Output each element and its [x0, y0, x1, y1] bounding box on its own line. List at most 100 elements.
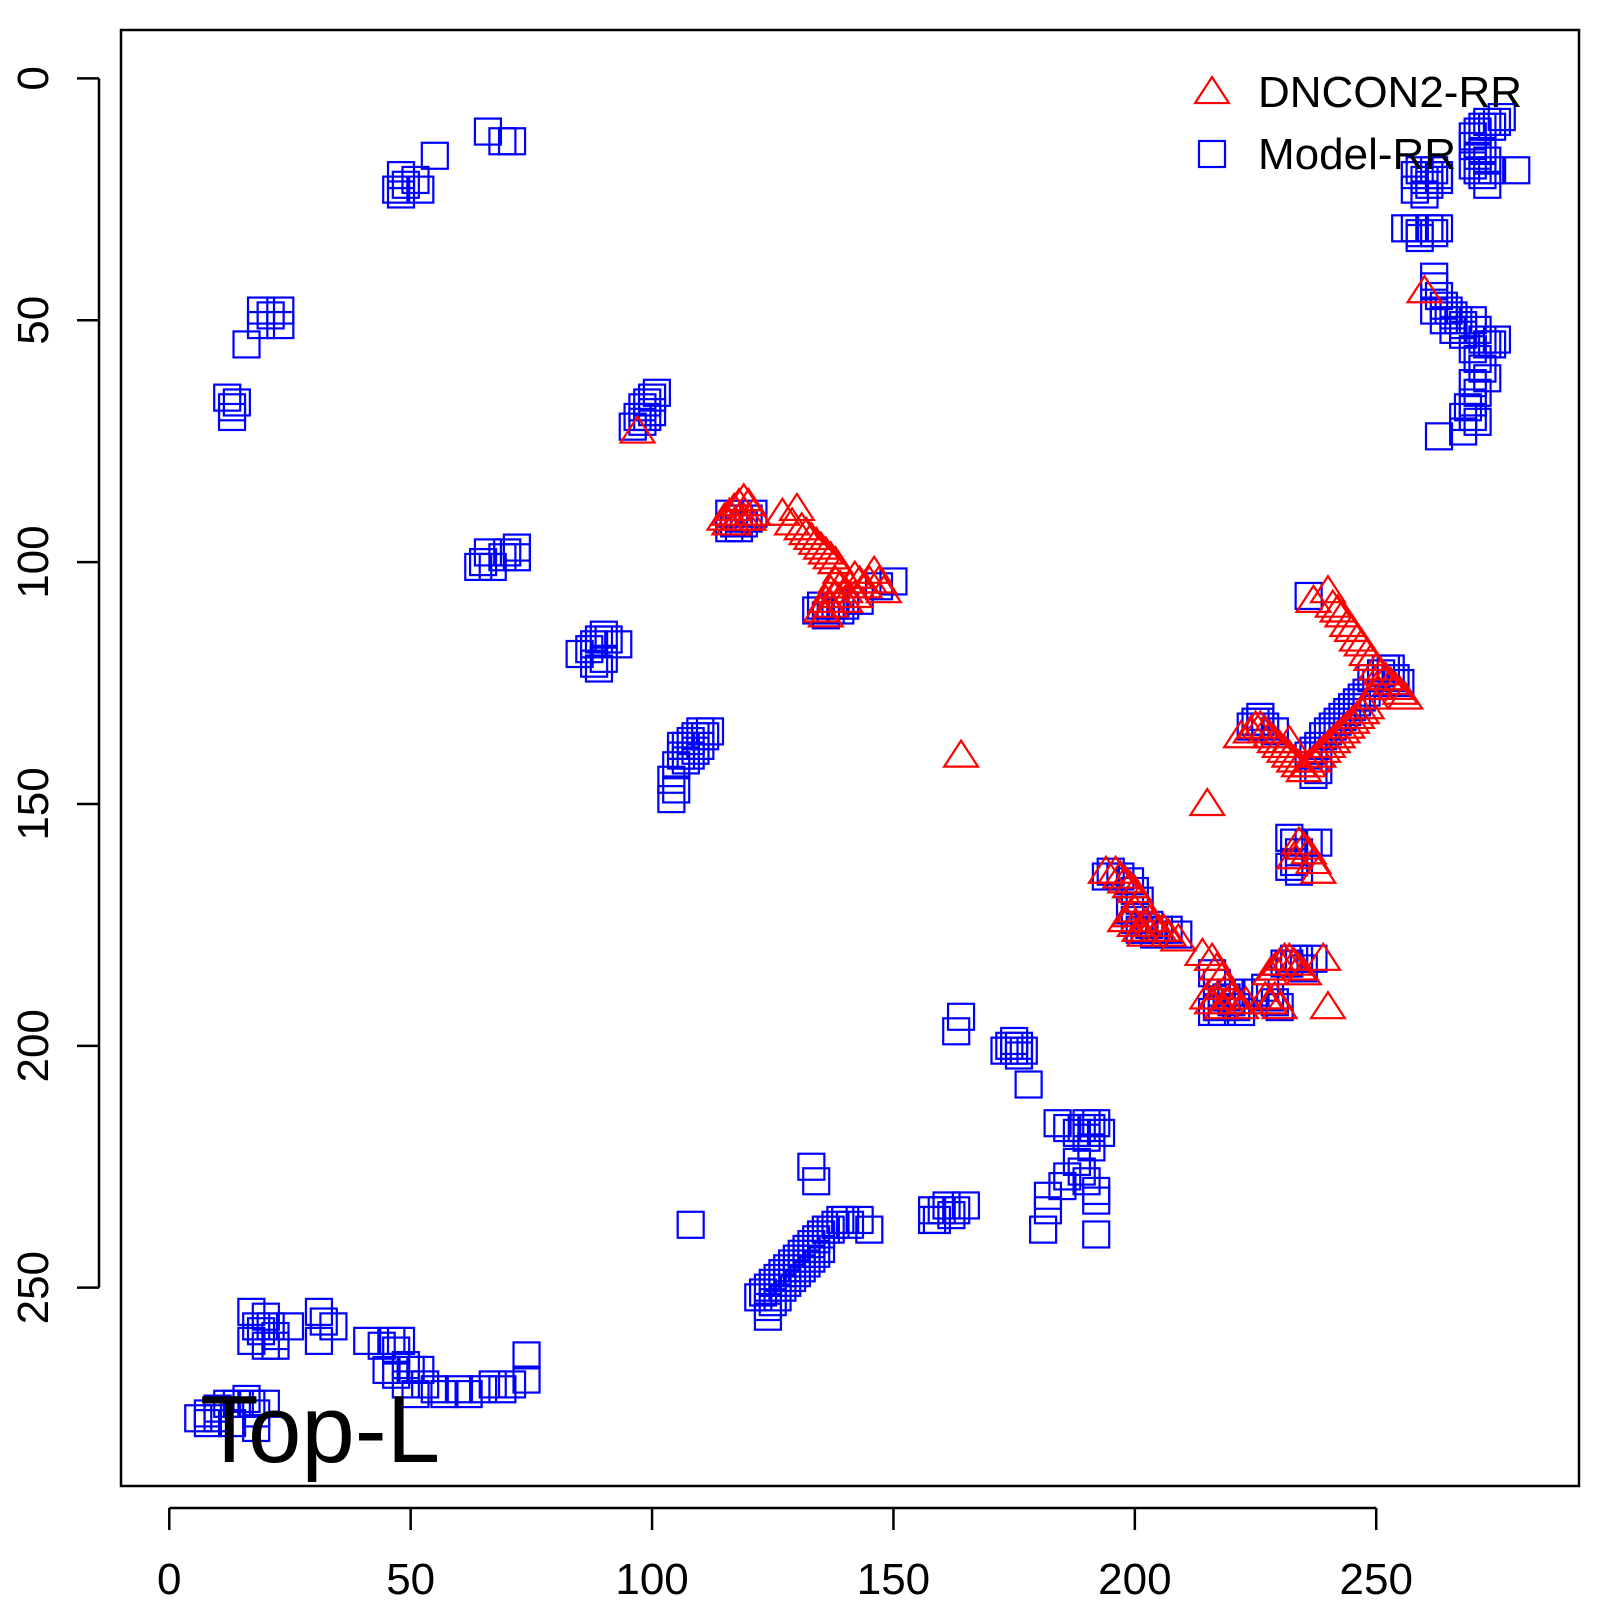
- legend-marker-dncon2-rr: [1193, 75, 1231, 105]
- model-rr-point: [1473, 170, 1502, 199]
- model-rr-point: [1463, 117, 1492, 146]
- model-rr-point: [806, 1220, 836, 1249]
- model-rr-point: [386, 180, 416, 209]
- dncon2-rr-point: [826, 583, 865, 613]
- model-rr-point: [782, 1259, 811, 1288]
- model-rr-point: [1029, 1215, 1058, 1244]
- x-tick-label: 200: [1098, 1555, 1171, 1600]
- dncon2-rr-point: [1328, 608, 1367, 638]
- model-rr-point: [580, 649, 609, 678]
- x-axis: 0 50 100 150 200 250: [157, 1506, 1413, 1600]
- model-rr-point: [1410, 165, 1439, 195]
- model-rr-point: [1048, 1171, 1077, 1201]
- model-rr-point: [1468, 354, 1497, 383]
- model-rr-point: [676, 741, 705, 770]
- model-rr-point: [242, 1312, 271, 1341]
- x-tick-label: 0: [157, 1555, 181, 1600]
- dncon2-rr-point: [1284, 956, 1323, 986]
- model-rr-point: [1400, 161, 1429, 190]
- model-rr-point: [372, 1355, 401, 1385]
- dncon2-rr-point: [1251, 985, 1289, 1015]
- dncon2-rr-point: [806, 583, 845, 613]
- model-rr-point: [1164, 920, 1193, 949]
- model-rr-point: [951, 1191, 980, 1220]
- model-rr-point: [782, 1244, 811, 1273]
- dncon2-rr-point: [1120, 883, 1159, 913]
- model-rr-point: [454, 1379, 483, 1409]
- model-rr-point: [642, 378, 671, 407]
- model-rr-point: [802, 1167, 831, 1196]
- model-rr-point: [604, 630, 633, 659]
- dncon2-rr-point: [1236, 709, 1275, 739]
- model-rr-point: [401, 165, 430, 195]
- model-rr-point: [589, 620, 618, 649]
- model-rr-point: [917, 1205, 947, 1235]
- model-rr-point: [768, 1259, 797, 1288]
- model-rr-point: [1449, 417, 1478, 446]
- model-rr-point: [304, 1326, 334, 1355]
- model-rr-point: [1405, 156, 1434, 185]
- model-rr-point: [266, 310, 295, 340]
- model-rr-point: [753, 1273, 783, 1302]
- model-rr-point: [1420, 296, 1449, 325]
- dncon2-rr-point: [860, 564, 898, 594]
- model-rr-point: [193, 1409, 223, 1438]
- model-rr-point: [744, 1283, 773, 1312]
- x-tick-label: 100: [615, 1555, 688, 1600]
- model-rr-point: [488, 543, 517, 572]
- model-rr-point: [406, 1355, 435, 1385]
- model-rr-point: [1458, 131, 1487, 161]
- model-rr-point: [676, 1210, 705, 1239]
- model-rr-point: [1439, 301, 1468, 330]
- dncon2-rr-point: [1255, 980, 1294, 1010]
- model-rr-point: [1381, 664, 1410, 693]
- model-rr-point: [1000, 1026, 1029, 1056]
- model-rr-point: [1405, 223, 1434, 253]
- model-rr-point: [695, 717, 725, 746]
- dncon2-rr-point: [816, 578, 855, 609]
- model-rr-point: [1009, 1036, 1038, 1065]
- model-rr-point: [1463, 156, 1492, 185]
- dncon2-rr-point: [855, 554, 894, 584]
- model-rr-point: [512, 1365, 541, 1394]
- model-rr-point: [1053, 1113, 1082, 1143]
- model-rr-point: [468, 547, 498, 577]
- model-rr-point: [1400, 214, 1429, 243]
- model-rr-point: [304, 1297, 334, 1326]
- model-rr-point: [777, 1263, 807, 1293]
- dncon2-rr-point: [1197, 951, 1236, 981]
- model-rr-point: [367, 1331, 396, 1360]
- model-rr-point: [797, 1244, 826, 1273]
- model-rr-point: [1463, 315, 1492, 345]
- legend-label: DNCON2-RR: [1258, 68, 1522, 117]
- model-rr-point: [942, 1196, 971, 1225]
- model-rr-point: [386, 1326, 416, 1355]
- dncon2-rr-point: [1405, 274, 1444, 304]
- model-rr-point: [232, 1384, 261, 1414]
- model-rr-point: [1477, 330, 1507, 359]
- model-rr-point: [1082, 1186, 1111, 1215]
- model-rr-point: [1086, 1118, 1116, 1147]
- model-rr-point: [1424, 161, 1454, 190]
- model-rr-point: [493, 538, 522, 567]
- model-rr-point: [1067, 1157, 1096, 1186]
- model-rr-point: [1072, 1167, 1101, 1196]
- dncon2-rr-point: [729, 501, 768, 531]
- model-rr-point: [671, 731, 700, 761]
- model-rr-point: [222, 1389, 251, 1418]
- model-rr-point: [797, 1152, 826, 1181]
- dncon2-rr-point: [1318, 593, 1357, 623]
- model-rr-point: [473, 117, 503, 146]
- model-rr-point: [1458, 369, 1487, 398]
- dncon2-rr-point: [1386, 680, 1425, 710]
- model-rr-point: [1458, 306, 1487, 335]
- dncon2-rr-point: [1111, 898, 1149, 928]
- model-rr-point: [787, 1254, 816, 1283]
- model-rr-point: [787, 1239, 816, 1268]
- model-rr-point: [768, 1273, 797, 1302]
- model-rr-point: [1468, 325, 1497, 354]
- model-rr-point: [792, 1249, 821, 1278]
- model-rr-point: [657, 785, 686, 814]
- model-rr-point: [1096, 857, 1125, 886]
- top-l-annotation: Top-L: [200, 1376, 440, 1483]
